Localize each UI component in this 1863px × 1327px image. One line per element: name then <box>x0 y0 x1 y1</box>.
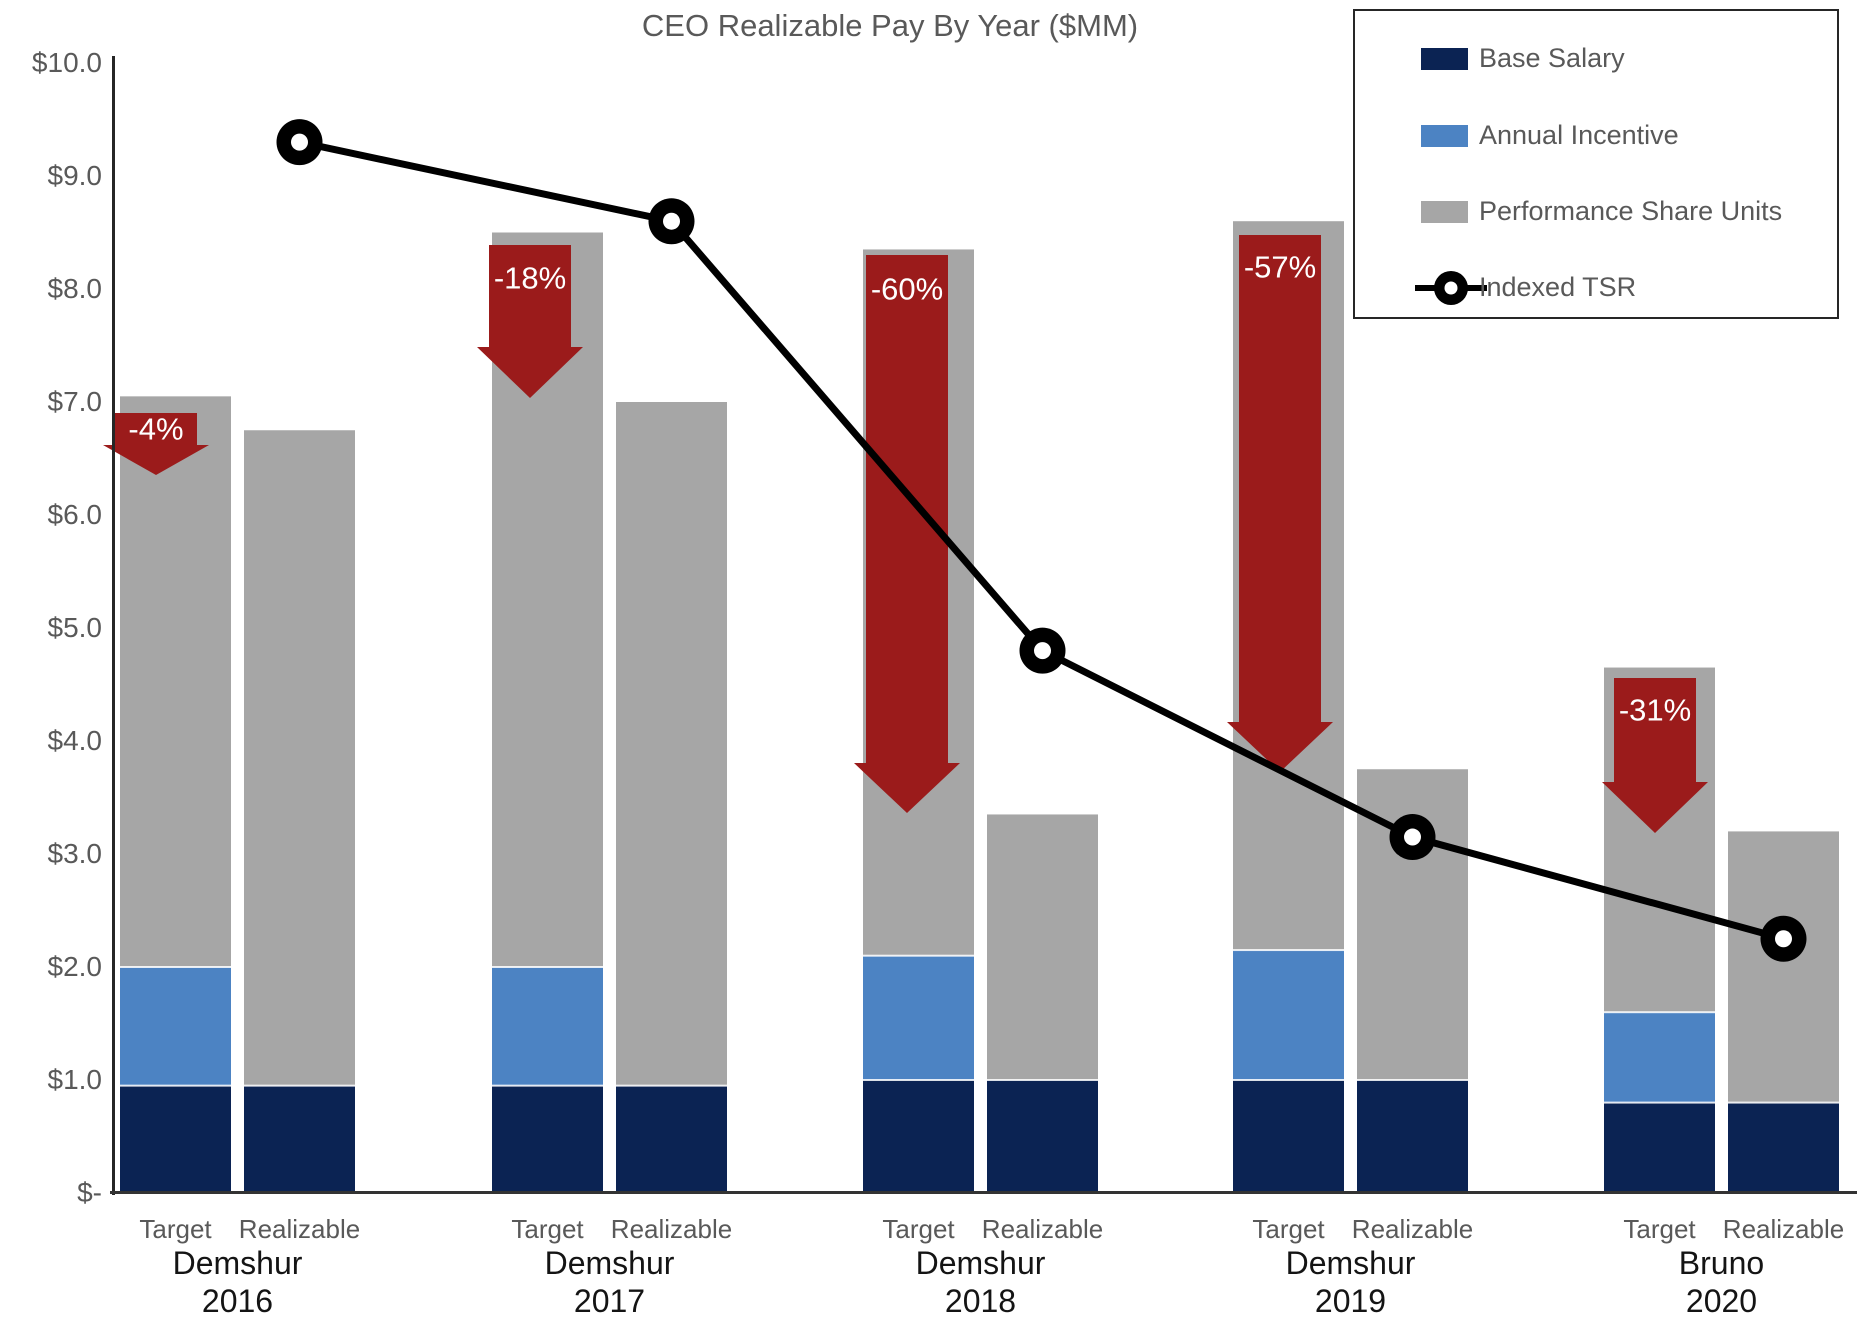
bar-segment-separator <box>987 1079 1098 1081</box>
tsr-marker-hole <box>1034 642 1051 660</box>
bar-segment-realizable-performance-share-units <box>244 430 355 1086</box>
x-label-year: 2016 <box>201 1283 274 1319</box>
bar-segment-separator <box>1604 1101 1715 1104</box>
bar-segment-separator <box>1728 1101 1839 1104</box>
bar-segment-separator <box>616 1084 727 1087</box>
bar-segment-realizable-base-salary <box>616 1085 727 1193</box>
y-axis-line <box>112 56 115 1195</box>
tsr-marker-hole <box>1775 930 1792 948</box>
y-axis-tick-label: $3.0 <box>47 838 103 869</box>
tsr-marker-hole <box>1404 828 1421 846</box>
bar-segment-separator <box>1604 1011 1715 1014</box>
x-label-year: 2017 <box>573 1283 646 1319</box>
bar-segment-separator <box>244 1084 355 1087</box>
x-label-ceo-name: Demshur <box>915 1245 1046 1281</box>
legend-item: Indexed TSR <box>1355 268 1837 308</box>
tsr-marker-hole <box>663 212 680 230</box>
decline-arrow <box>103 413 209 475</box>
bar-segment-target-base-salary <box>492 1085 603 1193</box>
x-label-target: Target <box>1252 1214 1325 1244</box>
bar-segment-separator <box>120 966 231 968</box>
decline-arrow-label: -18% <box>494 261 566 296</box>
bar-segment-realizable-performance-share-units <box>1728 831 1839 1103</box>
x-label-realizable: Realizable <box>1351 1214 1474 1244</box>
decline-arrow-label: -4% <box>128 412 183 447</box>
x-label-year: 2018 <box>944 1283 1017 1319</box>
bar-segment-target-annual-incentive <box>1604 1012 1715 1103</box>
x-label-year: 2019 <box>1314 1283 1387 1319</box>
x-label-year: 2020 <box>1685 1283 1758 1319</box>
decline-arrow-label: -60% <box>871 272 943 307</box>
x-label-target: Target <box>511 1214 584 1244</box>
x-label-ceo-name: Bruno <box>1678 1245 1765 1281</box>
y-axis-tick-label: $- <box>77 1177 102 1208</box>
y-axis-tick-label: $6.0 <box>47 499 103 530</box>
y-axis-tick-label: $8.0 <box>47 273 103 304</box>
bar-segment-target-performance-share-units <box>120 396 231 968</box>
legend-item: Base Salary <box>1355 39 1837 79</box>
x-label-target: Target <box>139 1214 212 1244</box>
y-axis-tick-label: $2.0 <box>47 951 103 982</box>
legend-line-marker <box>1411 268 1491 313</box>
decline-arrow-label: -31% <box>1619 693 1691 728</box>
legend-label: Base Salary <box>1479 43 1625 73</box>
x-label-target: Target <box>1623 1214 1696 1244</box>
legend-swatch-base-salary <box>1421 48 1468 70</box>
bar-segment-separator <box>492 1084 603 1087</box>
bar-segment-separator <box>1233 1079 1344 1081</box>
bar-segment-target-annual-incentive <box>1233 950 1344 1080</box>
y-axis-tick-label: $5.0 <box>47 612 103 643</box>
decline-arrow-label: -57% <box>1244 250 1316 285</box>
tsr-marker-hole <box>291 133 308 151</box>
decline-arrow <box>854 255 960 813</box>
y-axis-tick-label: $4.0 <box>47 725 103 756</box>
bar-segment-separator <box>492 966 603 968</box>
x-label-ceo-name: Demshur <box>1285 1245 1416 1281</box>
x-label-ceo-name: Demshur <box>172 1245 303 1281</box>
bar-segment-target-base-salary <box>1233 1080 1344 1193</box>
bar-segment-realizable-base-salary <box>987 1080 1098 1193</box>
bar-segment-target-annual-incentive <box>120 967 231 1086</box>
legend: Base Salary Annual Incentive Performance S… <box>1353 9 1839 319</box>
legend-item: Performance Share Units <box>1355 192 1837 232</box>
x-label-realizable: Realizable <box>1722 1214 1845 1244</box>
bar-segment-target-base-salary <box>1604 1102 1715 1193</box>
legend-label: Indexed TSR <box>1479 272 1637 302</box>
bar-segment-separator <box>1233 949 1344 952</box>
bar-segment-separator <box>863 954 974 957</box>
decline-arrow <box>1227 235 1333 772</box>
bar-segment-target-base-salary <box>120 1085 231 1193</box>
bar-segment-realizable-base-salary <box>1357 1080 1468 1193</box>
x-label-realizable: Realizable <box>610 1214 733 1244</box>
bar-segment-realizable-performance-share-units <box>616 402 727 1086</box>
legend-label: Annual Incentive <box>1479 120 1679 150</box>
bar-segment-realizable-base-salary <box>1728 1102 1839 1193</box>
decline-arrow <box>477 245 583 398</box>
chart-title: CEO Realizable Pay By Year ($MM) <box>641 8 1139 43</box>
x-label-target: Target <box>882 1214 955 1244</box>
x-label-realizable: Realizable <box>981 1214 1104 1244</box>
legend-item: Annual Incentive <box>1355 116 1837 156</box>
legend-swatch-psu <box>1421 201 1468 223</box>
bar-segment-realizable-base-salary <box>244 1085 355 1193</box>
bar-segment-separator <box>120 1084 231 1087</box>
y-axis-tick-label: $7.0 <box>47 386 103 417</box>
x-axis-line <box>110 1191 1857 1194</box>
y-axis-tick-label: $10.0 <box>31 47 102 78</box>
bar-segment-target-annual-incentive <box>863 955 974 1080</box>
bar-segment-separator <box>1357 1079 1468 1081</box>
bar-segment-realizable-performance-share-units <box>987 814 1098 1080</box>
bar-segment-target-base-salary <box>863 1080 974 1193</box>
bar-segment-separator <box>863 1079 974 1081</box>
bar-segment-target-annual-incentive <box>492 967 603 1086</box>
x-label-realizable: Realizable <box>238 1214 361 1244</box>
y-axis-tick-label: $1.0 <box>47 1064 103 1095</box>
decline-arrow <box>1602 678 1708 833</box>
legend-swatch-annual-incentive <box>1421 125 1468 147</box>
y-axis-tick-label: $9.0 <box>47 160 103 191</box>
x-label-ceo-name: Demshur <box>544 1245 675 1281</box>
legend-label: Performance Share Units <box>1479 196 1783 226</box>
